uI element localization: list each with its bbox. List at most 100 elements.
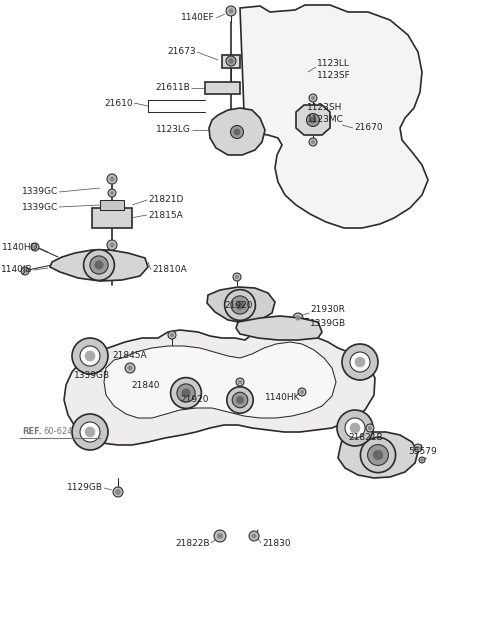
Text: 1339GC: 1339GC [22,203,58,211]
Polygon shape [64,322,375,445]
Circle shape [233,273,241,281]
Circle shape [217,533,223,539]
Circle shape [225,290,255,320]
Circle shape [80,346,100,366]
Circle shape [107,174,117,184]
Circle shape [72,414,108,450]
Text: 1339GB: 1339GB [310,318,346,327]
Circle shape [110,191,114,195]
Circle shape [84,249,114,280]
Circle shape [226,56,236,66]
Circle shape [311,140,315,144]
Circle shape [350,423,360,433]
Text: 21830: 21830 [262,539,290,548]
Circle shape [366,424,374,432]
Circle shape [236,396,244,404]
Circle shape [236,378,244,386]
Circle shape [177,384,195,402]
Circle shape [368,444,388,465]
Circle shape [238,380,242,384]
Circle shape [168,331,176,339]
Circle shape [232,392,248,408]
Text: 1129GB: 1129GB [67,484,103,492]
Circle shape [373,450,383,460]
Circle shape [182,389,190,397]
Circle shape [350,352,370,372]
Circle shape [90,256,108,274]
Text: 55579: 55579 [408,448,437,456]
Polygon shape [104,342,336,418]
Text: 21815A: 21815A [148,211,183,220]
Polygon shape [240,5,428,228]
Text: 21810A: 21810A [152,265,187,275]
Circle shape [252,534,256,538]
Polygon shape [296,105,330,135]
Text: 21845A: 21845A [112,351,147,360]
Circle shape [72,338,108,374]
Text: 21930R: 21930R [310,306,345,315]
Circle shape [85,351,95,361]
Text: 60-624: 60-624 [43,427,72,437]
Polygon shape [207,287,275,323]
Circle shape [227,387,253,413]
Text: 1123LG: 1123LG [156,125,191,134]
Text: 1123SH: 1123SH [307,104,342,113]
Circle shape [300,390,304,394]
Polygon shape [222,55,240,68]
Circle shape [31,243,39,251]
Circle shape [108,189,116,197]
Text: 21673: 21673 [168,47,196,56]
Circle shape [309,94,317,102]
Circle shape [116,489,120,494]
Circle shape [337,410,373,446]
Text: 1123MC: 1123MC [307,115,344,125]
Text: 1123SF: 1123SF [317,72,351,80]
Text: 1140JB: 1140JB [1,265,33,275]
Circle shape [296,316,300,320]
Circle shape [368,426,372,430]
Text: 21822B: 21822B [176,539,210,548]
Circle shape [235,275,239,279]
Circle shape [23,269,27,273]
Circle shape [310,117,316,123]
Text: 1123LL: 1123LL [317,58,350,68]
Circle shape [214,530,226,542]
Circle shape [85,427,95,437]
Circle shape [125,363,135,373]
Circle shape [33,245,37,249]
Circle shape [311,96,315,100]
Circle shape [355,357,365,367]
Circle shape [236,301,244,309]
Circle shape [107,240,117,250]
Text: 21821D: 21821D [148,196,183,204]
Text: REF.: REF. [22,427,42,437]
Circle shape [416,446,420,450]
Circle shape [309,138,317,146]
Text: 21611B: 21611B [155,84,190,92]
Text: 21670: 21670 [354,123,383,132]
Circle shape [419,457,425,463]
Circle shape [302,109,324,131]
Polygon shape [205,82,240,94]
Circle shape [360,437,396,473]
Polygon shape [100,200,124,210]
Circle shape [414,444,422,452]
Circle shape [345,418,365,438]
Text: 1140EF: 1140EF [181,13,215,23]
Polygon shape [209,108,265,155]
Polygon shape [92,208,132,228]
Circle shape [249,531,259,541]
Text: 21920: 21920 [224,301,252,310]
Circle shape [95,261,103,269]
Circle shape [293,313,303,323]
Circle shape [307,113,320,127]
Text: 1140HD: 1140HD [1,244,38,253]
Circle shape [226,6,236,16]
Circle shape [128,366,132,370]
Circle shape [231,296,249,314]
Circle shape [116,490,120,494]
Polygon shape [236,316,322,340]
Circle shape [298,388,306,396]
Circle shape [21,267,29,275]
Circle shape [170,378,202,408]
